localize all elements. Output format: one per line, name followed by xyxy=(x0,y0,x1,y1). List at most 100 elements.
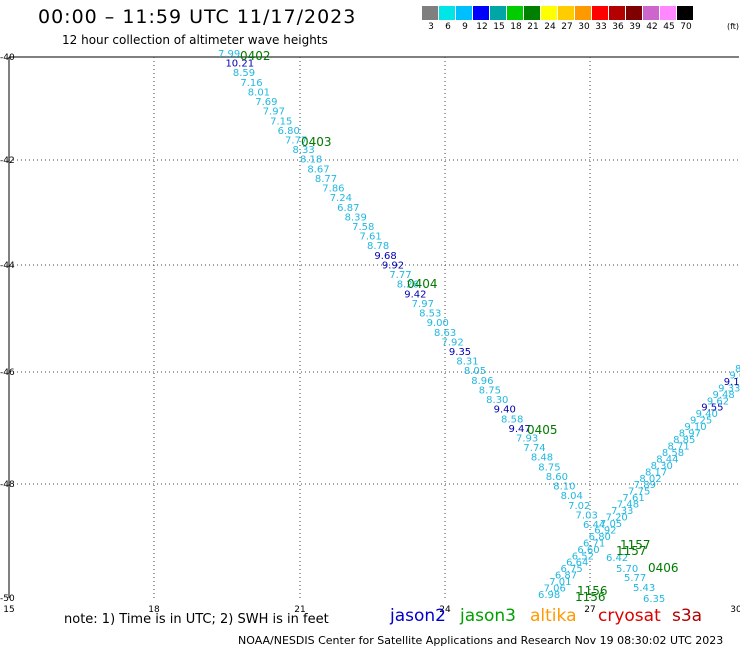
track1-swh-label: 8.48 xyxy=(531,453,553,464)
track2-swh-label: 9.19 xyxy=(724,377,740,388)
lon-tick-label: 24 xyxy=(439,605,451,615)
lon-tick-label: 30 xyxy=(730,605,740,615)
legend-label: 36 xyxy=(612,22,624,32)
track1-swh-label: 9.00 xyxy=(427,318,449,329)
track1-swh-label: 8.53 xyxy=(419,309,441,320)
satellite-s3a: s3a xyxy=(672,606,703,626)
track2-time-label: 1156 xyxy=(577,584,608,598)
track2-swh-label: 9.55 xyxy=(701,403,723,414)
legend-swatch xyxy=(422,6,438,20)
legend-label: 3 xyxy=(428,22,434,32)
legend-swatch xyxy=(677,6,693,20)
track2-swh-label: 6.42 xyxy=(606,553,628,564)
track1-swh-label: 8.33 xyxy=(292,145,314,156)
lon-tick-label: 18 xyxy=(148,605,160,615)
legend-swatch xyxy=(558,6,574,20)
legend-swatch xyxy=(575,6,591,20)
track1-swh-label: 7.92 xyxy=(441,337,463,348)
track2-time-label: 1156 xyxy=(575,590,606,604)
track2-time-label: 1157 xyxy=(620,538,651,552)
legend-label: 15 xyxy=(493,22,505,32)
legend-label: 70 xyxy=(680,22,692,32)
footer-note: note: 1) Time is in UTC; 2) SWH is in fe… xyxy=(64,612,329,627)
track1-swh-label: 7.99 xyxy=(218,49,240,60)
track1-swh-label: 8.96 xyxy=(471,376,493,387)
legend-swatch xyxy=(456,6,472,20)
track1-swh-label: 7.69 xyxy=(255,97,277,108)
legend-swatch xyxy=(609,6,625,20)
track1-time-label: 0405 xyxy=(527,423,558,437)
legend-unit: (ft) xyxy=(727,22,740,31)
track2-swh-label: 8.71 xyxy=(667,441,689,452)
track2-swh-label: 7.75 xyxy=(628,487,650,498)
lat-tick-label: -42 xyxy=(0,156,15,166)
satellite-jason3: jason3 xyxy=(460,606,516,626)
track2-swh-label: 8.85 xyxy=(673,435,695,446)
legend-label: 21 xyxy=(527,22,539,32)
track1-swh-label: 7.03 xyxy=(576,510,598,521)
track1-swh-label: 9.68 xyxy=(374,251,396,262)
track1-swh-label: 8.10 xyxy=(553,482,575,493)
track2-swh-label: 7.89 xyxy=(634,480,656,491)
track2-swh-label: 9.25 xyxy=(690,416,712,427)
lat-tick-label: -46 xyxy=(0,368,15,378)
lat-tick-label: -40 xyxy=(0,53,15,63)
legend-label: 39 xyxy=(629,22,641,32)
track2-swh-label: 6.52 xyxy=(572,551,594,562)
track2-swh-label: 9.48 xyxy=(712,390,734,401)
lat-tick-label: -48 xyxy=(0,480,15,490)
legend-label: 42 xyxy=(646,22,658,32)
track1-swh-label: 9.47 xyxy=(509,424,531,435)
track1-swh-label: 7.97 xyxy=(412,299,434,310)
satellite-altika: altika xyxy=(530,606,577,626)
track1-swh-label: 7.97 xyxy=(263,107,285,118)
track1-swh-label: 8.30 xyxy=(486,395,508,406)
legend-label: 33 xyxy=(595,22,607,32)
lat-tick-label: -50 xyxy=(0,594,15,604)
track1-swh-label: 7.58 xyxy=(352,222,374,233)
track1-swh-label: 7.77 xyxy=(285,136,307,147)
track2-swh-label: 7.20 xyxy=(606,513,628,524)
track2-swh-label: 9.62 xyxy=(707,396,729,407)
track1-swh-label: 7.16 xyxy=(240,78,262,89)
legend-swatch xyxy=(507,6,523,20)
track2-swh-label: 6.98 xyxy=(538,590,560,601)
satellite-cryosat: cryosat xyxy=(598,606,661,626)
track2-swh-label: 6.92 xyxy=(594,525,616,536)
track1-swh-label: 7.74 xyxy=(523,443,545,454)
legend-swatch xyxy=(643,6,659,20)
track1-swh-label: 8.05 xyxy=(464,366,486,377)
track1-swh-label: 8.75 xyxy=(479,385,501,396)
footer-credit: NOAA/NESDIS Center for Satellite Applica… xyxy=(238,634,724,647)
track1-swh-label: 9.40 xyxy=(494,405,516,416)
track1-swh-label: 6.80 xyxy=(278,126,300,137)
legend-swatch xyxy=(626,6,642,20)
track2-swh-label: 9.10 xyxy=(684,422,706,433)
legend-swatch xyxy=(592,6,608,20)
track2-swh-label: 8.97 xyxy=(679,429,701,440)
page-subtitle: 12 hour collection of altimeter wave hei… xyxy=(62,33,328,47)
lon-tick-label: 21 xyxy=(294,605,305,615)
track2-swh-label: 7.61 xyxy=(622,493,644,504)
track1-swh-label: 8.60 xyxy=(546,472,568,483)
lon-tick-label: 15 xyxy=(3,605,14,615)
legend-label: 30 xyxy=(578,22,590,32)
track1-swh-label: 7.15 xyxy=(270,116,292,127)
track1-swh-label: 8.58 xyxy=(501,414,523,425)
track2-swh-label: 9.40 xyxy=(696,409,718,420)
track1-swh-label: 8.39 xyxy=(345,212,367,223)
legend-swatch xyxy=(490,6,506,20)
track1-swh-label: 6.87 xyxy=(337,203,359,214)
legend-swatch xyxy=(660,6,676,20)
track2-swh-label: 8.58 xyxy=(662,448,684,459)
track1-swh-label: 9.42 xyxy=(404,289,426,300)
track1-swh-label: 7.77 xyxy=(389,270,411,281)
page-title: 00:00 – 11:59 UTC 11/17/2023 xyxy=(38,6,357,28)
legend-swatch xyxy=(524,6,540,20)
track2-swh-label: 6.60 xyxy=(577,545,599,556)
track2-swh-label: 6.64 xyxy=(566,558,588,569)
legend-swatch xyxy=(473,6,489,20)
track2-swh-label: 6.71 xyxy=(583,538,605,549)
